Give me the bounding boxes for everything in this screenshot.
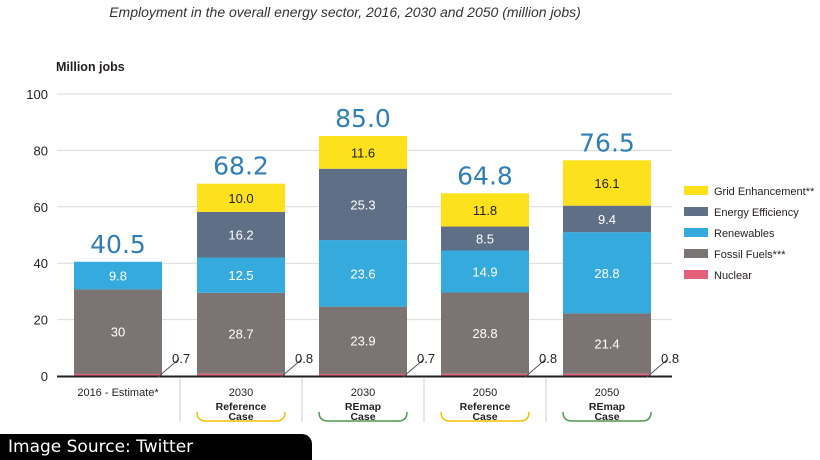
nuclear-value-label: 0.8	[661, 351, 679, 366]
segment-value-label: 8.5	[476, 232, 494, 247]
bar-segment-fossilfuels	[319, 306, 407, 375]
bar-segment-nuclear	[563, 373, 651, 376]
legend-swatch	[684, 270, 708, 279]
segment-value-label: 21.4	[594, 337, 619, 352]
bars	[57, 136, 672, 378]
y-tick-label: 0	[41, 369, 48, 384]
bar-segment-nuclear	[441, 373, 529, 376]
y-tick-label: 40	[34, 256, 48, 271]
segment-value-label: 28.8	[472, 326, 497, 341]
category-sublabel: REmap	[345, 401, 381, 413]
segment-value-label: 11.8	[473, 203, 497, 218]
y-tick-label: 80	[34, 143, 48, 158]
bar-segment-nuclear	[74, 374, 162, 376]
segment-value-label: 25.3	[350, 197, 375, 212]
segment-value-label: 16.1	[594, 176, 619, 191]
segment-value-label: 14.9	[472, 265, 497, 280]
category-bracket	[562, 411, 652, 422]
category-sublabel: Reference	[460, 401, 511, 413]
bar-segment-energyefficiency	[563, 205, 651, 233]
category-label: 2016 - Estimate*	[77, 387, 159, 399]
bar-segment-energyefficiency	[441, 226, 529, 251]
legend-entry: Energy Efficiency	[714, 207, 799, 219]
category-bracket	[440, 411, 530, 422]
nuclear-callout-line	[524, 358, 547, 378]
legend-entry: Renewables	[714, 228, 775, 240]
nuclear-value-label: 0.7	[172, 351, 190, 366]
legend-entry: Fossil Fuels***	[714, 249, 786, 261]
bar-segment-renewables	[441, 250, 529, 293]
segment-value-label: 12.5	[228, 268, 253, 283]
category-bracket	[318, 411, 408, 422]
category-sublabel: Reference	[216, 401, 267, 413]
segment-value-label: 9.8	[109, 269, 127, 284]
category-label: 2030	[351, 387, 375, 399]
bar-segment-fossilfuels	[197, 292, 285, 374]
legend-entry: Grid Enhancement**	[714, 186, 815, 198]
legend-swatch	[684, 186, 708, 195]
bar-total-label: 68.2	[213, 152, 269, 181]
category-sublabel: Case	[594, 411, 619, 423]
bar-segment-nuclear	[197, 373, 285, 376]
legend-swatch	[684, 249, 708, 258]
bar-total-label: 64.8	[457, 161, 513, 190]
bar-segment-gridenhancement	[441, 193, 529, 227]
nuclear-callout-line	[157, 358, 180, 378]
category-sublabel: Case	[472, 411, 497, 423]
category-label: 2050	[595, 387, 619, 399]
category-sublabel: REmap	[589, 401, 625, 413]
segment-value-label: 23.6	[350, 266, 375, 281]
segment-value-label: 10.0	[228, 191, 253, 206]
bar-segment-renewables	[319, 240, 407, 307]
y-axis-title: Million jobs	[56, 60, 125, 74]
legend-entry: Nuclear	[714, 270, 752, 282]
category-bracket	[196, 411, 286, 422]
bar-segment-gridenhancement	[197, 183, 285, 212]
segment-value-label: 9.4	[598, 212, 616, 227]
bar-segment-nuclear	[319, 374, 407, 376]
y-tick-label: 20	[34, 313, 48, 328]
y-tick-label: 60	[34, 200, 48, 215]
nuclear-value-label: 0.7	[417, 351, 435, 366]
nuclear-value-label: 0.8	[539, 351, 557, 366]
bar-segment-renewables	[74, 261, 162, 290]
bar-segment-renewables	[563, 232, 651, 314]
segment-value-label: 28.7	[228, 326, 253, 341]
segment-value-label: 11.6	[351, 145, 375, 160]
bar-segment-fossilfuels	[74, 289, 162, 375]
category-sublabel: Case	[350, 411, 375, 423]
category-label: 2030	[229, 387, 253, 399]
segment-value-label: 23.9	[350, 333, 375, 348]
nuclear-callout-line	[280, 358, 303, 378]
bar-segment-energyefficiency	[319, 168, 407, 241]
y-tick-label: 100	[26, 87, 48, 102]
bar-segment-gridenhancement	[563, 160, 651, 206]
bar-segment-energyefficiency	[197, 211, 285, 258]
bar-segment-fossilfuels	[563, 313, 651, 374]
bar-total-label: 40.5	[90, 230, 146, 259]
segment-value-label: 28.8	[594, 266, 619, 281]
nuclear-callout-line	[402, 358, 425, 378]
bar-total-label: 85.0	[335, 104, 391, 133]
category-sublabel: Case	[228, 411, 253, 423]
segment-value-label: 16.2	[228, 228, 253, 243]
legend-swatch	[684, 207, 708, 216]
bar-segment-fossilfuels	[441, 292, 529, 374]
chart-title: Employment in the overall energy sector,…	[109, 4, 581, 20]
image-source-badge: Image Source: Twitter	[0, 434, 312, 460]
bar-segment-gridenhancement	[319, 136, 407, 169]
bar-segment-renewables	[197, 257, 285, 293]
category-label: 2050	[473, 387, 497, 399]
legend: Grid Enhancement** Energy Efficiency Renew…	[684, 186, 815, 282]
legend-swatch	[684, 228, 708, 237]
nuclear-value-label: 0.8	[295, 351, 313, 366]
category-labels: 2016 - Estimate* 2030ReferenceCase2030REm…	[77, 378, 652, 423]
nuclear-callout-line	[646, 358, 669, 378]
segment-value-label: 30	[111, 325, 125, 340]
data-labels: 0.7 30 9.8 40.5 0.8 28.7 12.5 16.2 10.0 68.2 0.7 23…	[90, 104, 679, 378]
bar-total-label: 76.5	[579, 128, 635, 157]
